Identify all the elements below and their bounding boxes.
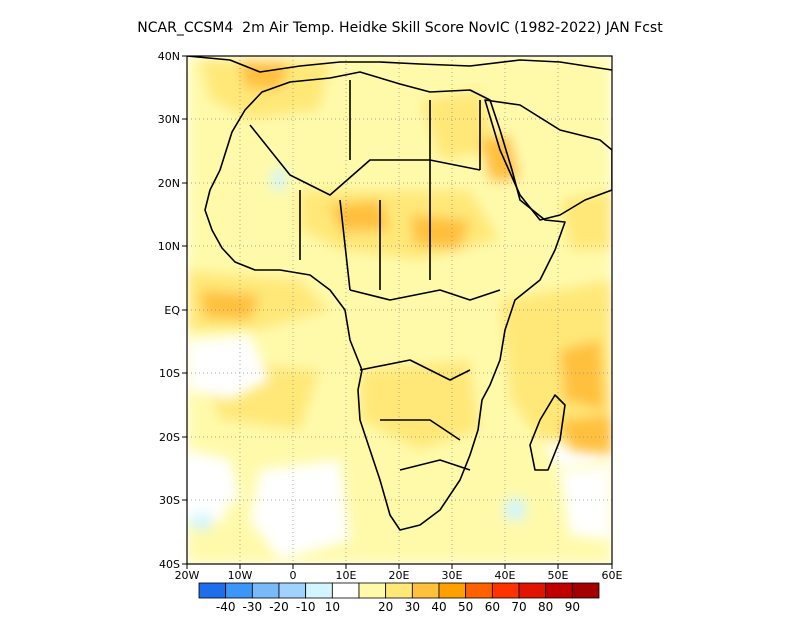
colorbar-swatch	[571, 582, 600, 599]
lon-label: 30E	[442, 569, 463, 582]
lon-label: 50E	[548, 569, 569, 582]
colorbar-swatch	[225, 582, 253, 599]
colorbar-swatch	[465, 582, 493, 599]
lat-labels: 40N 30N 20N 10N EQ 10S 20S 30S 40S	[158, 50, 181, 571]
lat-label: 30S	[159, 494, 180, 507]
lon-label: 0	[290, 569, 297, 582]
lon-label: 40E	[495, 569, 516, 582]
colorbar-label: 30	[405, 600, 420, 614]
lon-label: 20W	[175, 569, 200, 582]
lon-labels: 20W 10W 0 10E 20E 30E 40E 50E 60E	[175, 569, 623, 582]
colorbar-label: -30	[243, 600, 263, 614]
colorbar-swatch	[545, 582, 573, 599]
grid-lines	[187, 56, 612, 564]
colorbar-swatch	[251, 582, 280, 599]
colorbar-label: -40	[216, 600, 236, 614]
colorbar	[198, 582, 600, 599]
colorbar-swatch	[358, 582, 387, 599]
lat-label: 10N	[158, 240, 180, 253]
colorbar-label: -20	[269, 600, 289, 614]
colorbar-label: 90	[565, 600, 580, 614]
colorbar-swatch	[385, 582, 413, 599]
colorbar-label: 70	[511, 600, 526, 614]
colorbar-swatch	[438, 582, 467, 599]
lat-label: EQ	[164, 304, 180, 317]
coastlines	[187, 56, 612, 531]
colorbar-label: 10	[325, 600, 340, 614]
lat-label: 10S	[159, 367, 180, 380]
lat-label: 40S	[159, 558, 180, 571]
colorbar-swatch	[278, 582, 307, 599]
colorbar-label: -10	[296, 600, 316, 614]
map-title: NCAR_CCSM4 2m Air Temp. Heidke Skill Sco…	[137, 20, 663, 36]
colorbar-swatch	[518, 582, 547, 599]
lon-label: 20E	[389, 569, 410, 582]
colorbar-swatch	[198, 582, 227, 599]
colorbar-label: 50	[458, 600, 473, 614]
lon-label: 10W	[228, 569, 253, 582]
colorbar-labels: -40 -30 -20 -10 10 20 30 40 50 60 70 80 90	[216, 600, 580, 614]
colorbar-label: 40	[431, 600, 446, 614]
colorbar-swatch	[411, 582, 440, 599]
colorbar-label: 80	[538, 600, 553, 614]
colorbar-swatch	[305, 582, 333, 599]
colorbar-swatch	[491, 582, 520, 599]
lat-label: 20N	[158, 177, 180, 190]
colorbar-label: 20	[378, 600, 393, 614]
lon-label: 60E	[602, 569, 623, 582]
lat-label: 40N	[158, 50, 180, 63]
colorbar-swatch	[331, 582, 360, 599]
lon-label: 10E	[336, 569, 357, 582]
lat-label: 20S	[159, 431, 180, 444]
colorbar-label: 60	[485, 600, 500, 614]
lat-label: 30N	[158, 113, 180, 126]
